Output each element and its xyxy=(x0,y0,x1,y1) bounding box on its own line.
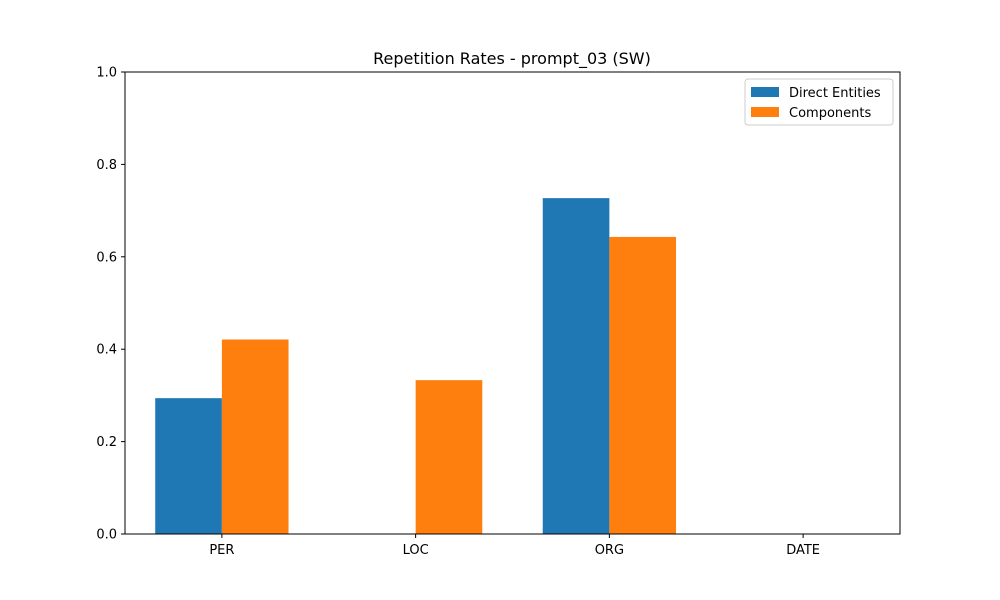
y-tick-label: 0.8 xyxy=(96,158,117,173)
y-tick-label: 0.6 xyxy=(96,250,117,265)
x-tick-label: ORG xyxy=(595,543,624,558)
x-tick-label: LOC xyxy=(403,543,429,558)
legend: Direct Entities Components xyxy=(744,78,894,126)
legend-label: Components xyxy=(789,106,871,121)
bar-per-direct-entities xyxy=(155,398,222,534)
chart-title: Repetition Rates - prompt_03 (SW) xyxy=(373,49,651,69)
bar-org-components xyxy=(609,236,677,534)
x-tick-label: PER xyxy=(209,543,234,558)
x-tick-label: DATE xyxy=(786,543,820,558)
y-tick-label: 0.2 xyxy=(96,435,117,450)
y-tick-label: 0.4 xyxy=(96,343,117,358)
axes-group: 0.0 0.2 0.4 0.6 0.8 1.0 PER LOC ORG DATE xyxy=(96,66,901,558)
legend-swatch-components xyxy=(751,107,779,117)
legend-label: Direct Entities xyxy=(789,86,881,101)
legend-box xyxy=(744,78,894,126)
plot-frame xyxy=(124,71,901,535)
bar-org-direct-entities xyxy=(542,198,610,534)
legend-swatch-direct-entities xyxy=(751,87,779,97)
y-tick-label: 1.0 xyxy=(96,66,117,81)
bars-group xyxy=(155,198,677,534)
bar-loc-components xyxy=(415,380,483,534)
y-tick-label: 0.0 xyxy=(96,528,117,543)
bar-per-components xyxy=(221,339,289,534)
